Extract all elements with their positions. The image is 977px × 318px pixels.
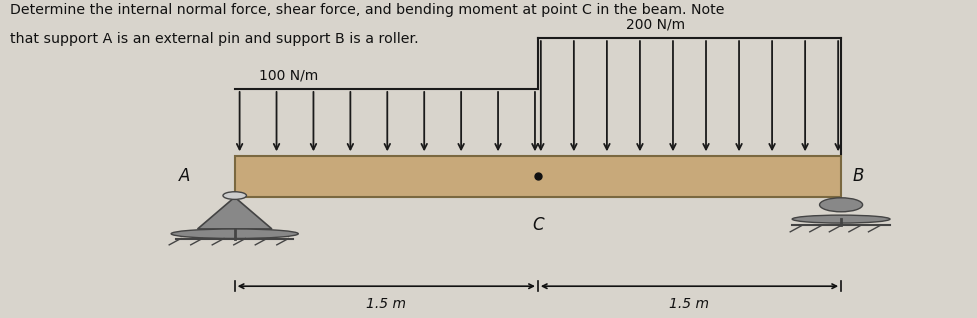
Circle shape — [223, 192, 246, 199]
Text: that support A is an external pin and support B is a roller.: that support A is an external pin and su… — [10, 32, 418, 46]
Text: C: C — [531, 216, 543, 234]
Text: Determine the internal normal force, shear force, and bending moment at point C : Determine the internal normal force, she… — [10, 3, 724, 17]
Ellipse shape — [791, 215, 889, 223]
Text: 100 N/m: 100 N/m — [259, 69, 319, 83]
Text: 1.5 m: 1.5 m — [366, 297, 405, 311]
Bar — [234, 156, 840, 197]
Ellipse shape — [171, 229, 298, 238]
Text: 1.5 m: 1.5 m — [669, 297, 708, 311]
Circle shape — [819, 198, 862, 212]
Text: B: B — [852, 168, 864, 185]
Text: 200 N/m: 200 N/m — [625, 18, 684, 32]
Polygon shape — [197, 197, 272, 229]
Text: A: A — [179, 168, 191, 185]
